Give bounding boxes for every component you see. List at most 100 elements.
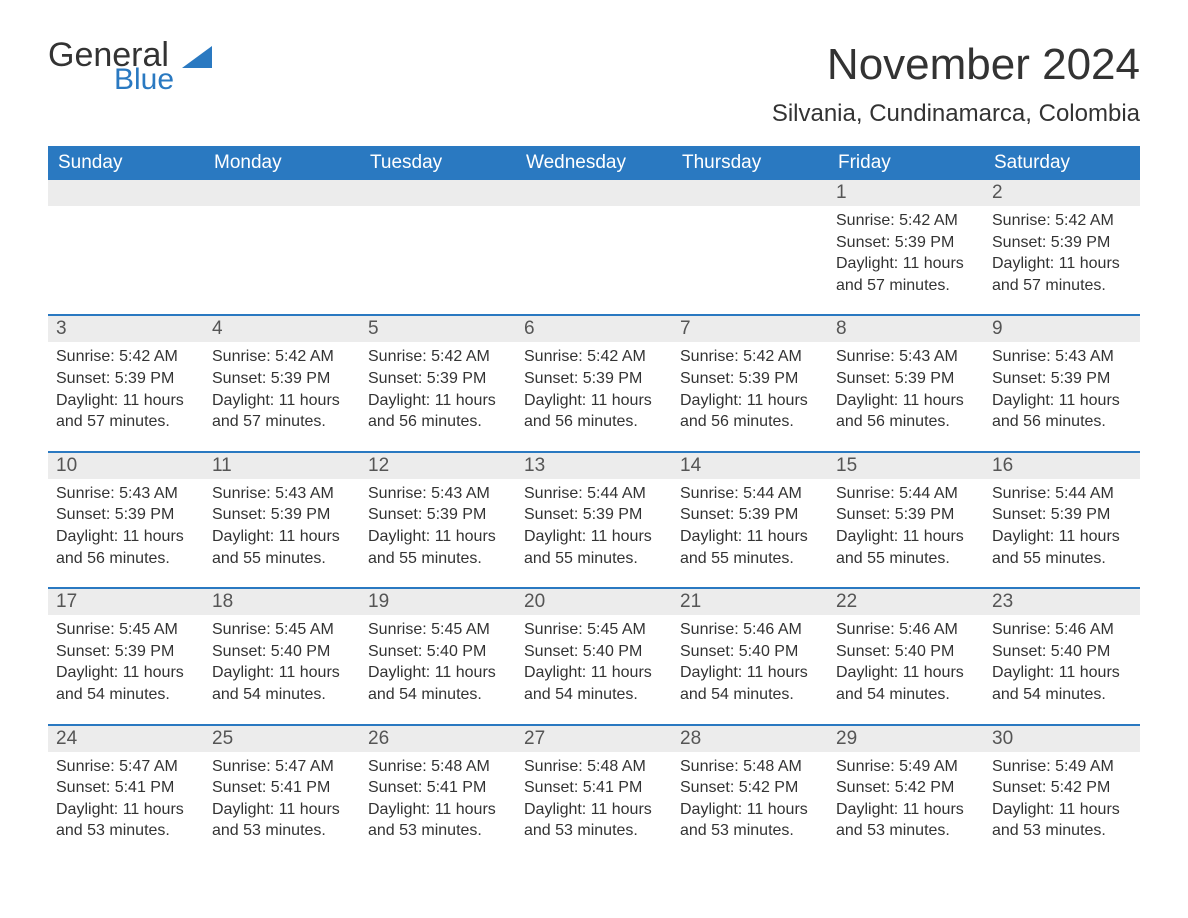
day-cell: 13Sunrise: 5:44 AMSunset: 5:39 PMDayligh… [516,453,672,575]
day-cell: 27Sunrise: 5:48 AMSunset: 5:41 PMDayligh… [516,726,672,848]
day-number: 25 [204,726,360,752]
sunset-line: Sunset: 5:42 PM [836,777,976,799]
sunrise-line: Sunrise: 5:43 AM [212,483,352,505]
day-cell: 21Sunrise: 5:46 AMSunset: 5:40 PMDayligh… [672,589,828,711]
sunset-line: Sunset: 5:41 PM [524,777,664,799]
daylight-line: Daylight: 11 hours and 53 minutes. [524,799,664,842]
week-row: 3Sunrise: 5:42 AMSunset: 5:39 PMDaylight… [48,314,1140,438]
sunset-line: Sunset: 5:40 PM [524,641,664,663]
day-number: 19 [360,589,516,615]
day-number: 20 [516,589,672,615]
sunrise-line: Sunrise: 5:49 AM [992,756,1132,778]
day-number: 3 [48,316,204,342]
day-body: Sunrise: 5:48 AMSunset: 5:41 PMDaylight:… [360,752,516,848]
day-body: Sunrise: 5:44 AMSunset: 5:39 PMDaylight:… [828,479,984,575]
day-number: 13 [516,453,672,479]
week-row: 24Sunrise: 5:47 AMSunset: 5:41 PMDayligh… [48,724,1140,848]
sunrise-line: Sunrise: 5:47 AM [56,756,196,778]
sunrise-line: Sunrise: 5:42 AM [368,346,508,368]
day-body: Sunrise: 5:42 AMSunset: 5:39 PMDaylight:… [48,342,204,438]
day-number: 12 [360,453,516,479]
daylight-line: Daylight: 11 hours and 55 minutes. [680,526,820,569]
day-number: 17 [48,589,204,615]
day-cell: 23Sunrise: 5:46 AMSunset: 5:40 PMDayligh… [984,589,1140,711]
sunset-line: Sunset: 5:39 PM [212,368,352,390]
sunrise-line: Sunrise: 5:46 AM [836,619,976,641]
daylight-line: Daylight: 11 hours and 56 minutes. [368,390,508,433]
day-number: 23 [984,589,1140,615]
sunrise-line: Sunrise: 5:42 AM [680,346,820,368]
day-number: 18 [204,589,360,615]
day-cell: 14Sunrise: 5:44 AMSunset: 5:39 PMDayligh… [672,453,828,575]
day-cell [204,180,360,302]
day-cell [360,180,516,302]
daylight-line: Daylight: 11 hours and 53 minutes. [992,799,1132,842]
day-body: Sunrise: 5:43 AMSunset: 5:39 PMDaylight:… [48,479,204,575]
day-num-bar-empty [360,180,516,206]
sunrise-line: Sunrise: 5:42 AM [212,346,352,368]
day-number: 21 [672,589,828,615]
day-cell: 15Sunrise: 5:44 AMSunset: 5:39 PMDayligh… [828,453,984,575]
day-cell: 6Sunrise: 5:42 AMSunset: 5:39 PMDaylight… [516,316,672,438]
daylight-line: Daylight: 11 hours and 55 minutes. [212,526,352,569]
daylight-line: Daylight: 11 hours and 56 minutes. [524,390,664,433]
sunrise-line: Sunrise: 5:43 AM [992,346,1132,368]
day-cell: 5Sunrise: 5:42 AMSunset: 5:39 PMDaylight… [360,316,516,438]
sunset-line: Sunset: 5:39 PM [212,504,352,526]
day-cell: 22Sunrise: 5:46 AMSunset: 5:40 PMDayligh… [828,589,984,711]
day-body: Sunrise: 5:48 AMSunset: 5:42 PMDaylight:… [672,752,828,848]
day-number: 9 [984,316,1140,342]
sunset-line: Sunset: 5:42 PM [680,777,820,799]
day-body: Sunrise: 5:46 AMSunset: 5:40 PMDaylight:… [984,615,1140,711]
sunset-line: Sunset: 5:39 PM [992,232,1132,254]
sunset-line: Sunset: 5:39 PM [56,641,196,663]
day-cell: 29Sunrise: 5:49 AMSunset: 5:42 PMDayligh… [828,726,984,848]
daylight-line: Daylight: 11 hours and 57 minutes. [212,390,352,433]
daylight-line: Daylight: 11 hours and 55 minutes. [992,526,1132,569]
day-number: 27 [516,726,672,752]
sunset-line: Sunset: 5:39 PM [368,504,508,526]
dow-cell: Friday [828,146,984,180]
sunset-line: Sunset: 5:40 PM [212,641,352,663]
day-body: Sunrise: 5:48 AMSunset: 5:41 PMDaylight:… [516,752,672,848]
day-body: Sunrise: 5:45 AMSunset: 5:40 PMDaylight:… [360,615,516,711]
day-number: 7 [672,316,828,342]
dow-cell: Wednesday [516,146,672,180]
daylight-line: Daylight: 11 hours and 56 minutes. [680,390,820,433]
day-number: 2 [984,180,1140,206]
day-body: Sunrise: 5:42 AMSunset: 5:39 PMDaylight:… [828,206,984,302]
sunrise-line: Sunrise: 5:49 AM [836,756,976,778]
day-body: Sunrise: 5:49 AMSunset: 5:42 PMDaylight:… [984,752,1140,848]
logo-text-blue: Blue [114,66,278,93]
day-cell: 24Sunrise: 5:47 AMSunset: 5:41 PMDayligh… [48,726,204,848]
daylight-line: Daylight: 11 hours and 54 minutes. [680,662,820,705]
daylight-line: Daylight: 11 hours and 54 minutes. [992,662,1132,705]
daylight-line: Daylight: 11 hours and 54 minutes. [524,662,664,705]
day-number: 5 [360,316,516,342]
day-cell: 8Sunrise: 5:43 AMSunset: 5:39 PMDaylight… [828,316,984,438]
day-cell: 30Sunrise: 5:49 AMSunset: 5:42 PMDayligh… [984,726,1140,848]
daylight-line: Daylight: 11 hours and 57 minutes. [992,253,1132,296]
day-number: 29 [828,726,984,752]
daylight-line: Daylight: 11 hours and 53 minutes. [680,799,820,842]
daylight-line: Daylight: 11 hours and 56 minutes. [992,390,1132,433]
sunrise-line: Sunrise: 5:42 AM [992,210,1132,232]
day-cell: 3Sunrise: 5:42 AMSunset: 5:39 PMDaylight… [48,316,204,438]
sunrise-line: Sunrise: 5:44 AM [524,483,664,505]
day-cell: 10Sunrise: 5:43 AMSunset: 5:39 PMDayligh… [48,453,204,575]
day-body: Sunrise: 5:43 AMSunset: 5:39 PMDaylight:… [984,342,1140,438]
day-number: 11 [204,453,360,479]
sunrise-line: Sunrise: 5:45 AM [56,619,196,641]
dow-cell: Tuesday [360,146,516,180]
dow-cell: Sunday [48,146,204,180]
dow-row: SundayMondayTuesdayWednesdayThursdayFrid… [48,146,1140,180]
day-number: 6 [516,316,672,342]
day-number: 14 [672,453,828,479]
day-number: 15 [828,453,984,479]
day-cell: 18Sunrise: 5:45 AMSunset: 5:40 PMDayligh… [204,589,360,711]
day-body: Sunrise: 5:42 AMSunset: 5:39 PMDaylight:… [516,342,672,438]
sunset-line: Sunset: 5:39 PM [680,368,820,390]
day-body: Sunrise: 5:42 AMSunset: 5:39 PMDaylight:… [360,342,516,438]
daylight-line: Daylight: 11 hours and 57 minutes. [836,253,976,296]
sunrise-line: Sunrise: 5:44 AM [836,483,976,505]
